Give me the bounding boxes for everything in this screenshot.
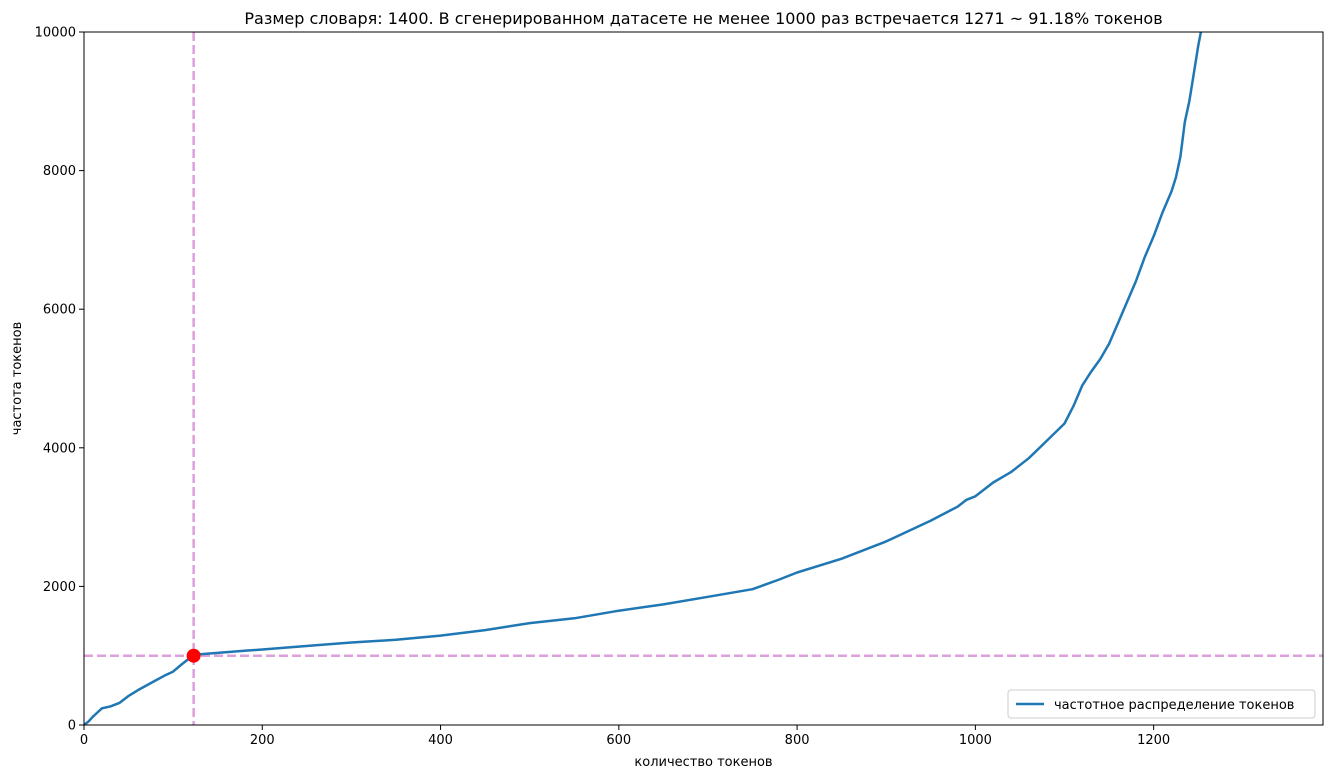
y-tick-label: 2000 — [43, 580, 76, 595]
plot-clip-group — [84, 32, 1323, 725]
legend-label: частотное распределение токенов — [1054, 698, 1294, 713]
x-tick-label: 800 — [785, 733, 810, 748]
y-axis-label: частота токенов — [10, 322, 25, 435]
x-tick-label: 0 — [80, 733, 88, 748]
marker-point — [186, 648, 201, 663]
y-tick-label: 4000 — [43, 441, 76, 456]
y-tick-label: 6000 — [43, 303, 76, 318]
legend-box — [1007, 689, 1316, 719]
y-tick-label: 0 — [68, 719, 76, 734]
series-line — [84, 32, 1203, 725]
y-tick-label: 8000 — [43, 164, 76, 179]
plot-area: 0 200 400 600 800 1000 1200 0 2000 4000 6000 8000 10… — [35, 26, 1324, 748]
legend: частотное распределение токенов — [1007, 689, 1316, 719]
y-tick-label: 10000 — [35, 26, 76, 41]
x-axis-label: количество токенов — [634, 755, 772, 770]
x-tick-label: 400 — [428, 733, 453, 748]
x-tick-label: 600 — [606, 733, 631, 748]
axes-frame — [83, 31, 1324, 726]
x-tick-label: 200 — [250, 733, 275, 748]
x-tick-label: 1200 — [1137, 733, 1170, 748]
x-tick-label: 1000 — [959, 733, 992, 748]
chart-title: Размер словаря: 1400. В сгенерированном … — [244, 9, 1162, 28]
